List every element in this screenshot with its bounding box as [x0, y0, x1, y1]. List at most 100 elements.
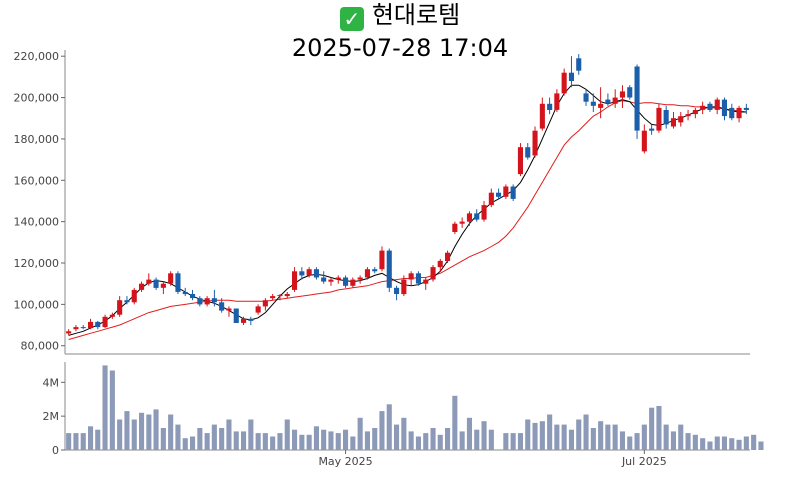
volume-bar	[95, 429, 101, 450]
volume-bar	[634, 433, 640, 450]
candle-body	[182, 292, 188, 295]
price-y-tick-label: 220,000	[14, 50, 60, 63]
candle-body	[335, 277, 341, 280]
candle-body	[510, 186, 516, 199]
volume-bar	[401, 417, 407, 450]
volume-bar	[306, 434, 312, 450]
volume-bar	[182, 438, 188, 450]
candle-body	[547, 103, 553, 110]
candle-body	[394, 287, 400, 294]
volume-bar	[721, 436, 727, 450]
candle-body	[488, 192, 494, 206]
volume-y-tick-label: 2M	[43, 410, 60, 423]
volume-bar	[80, 433, 86, 450]
candle-body	[386, 250, 392, 288]
volume-bar	[197, 428, 203, 450]
candle-body	[649, 128, 655, 131]
volume-bar	[714, 436, 720, 450]
volume-bar	[146, 414, 152, 450]
volume-bar	[751, 434, 757, 450]
candle-body	[692, 110, 698, 115]
volume-bar	[576, 419, 582, 450]
candle-body	[627, 87, 633, 98]
volume-bar	[743, 436, 749, 450]
candle-body	[139, 283, 145, 290]
candle-body	[736, 107, 742, 119]
candle-body	[590, 101, 596, 106]
volume-bar	[692, 434, 698, 450]
candle-body	[350, 279, 356, 286]
candle-body	[707, 103, 713, 110]
candle-body	[160, 283, 166, 288]
volume-bar	[503, 433, 509, 450]
candle-body	[496, 192, 502, 197]
ma-short-line	[68, 84, 747, 336]
candle-body	[306, 269, 312, 276]
candle-body	[66, 331, 72, 334]
volume-bar	[517, 433, 523, 450]
volume-bar	[262, 433, 268, 450]
volume-bar	[73, 433, 79, 450]
volume-bar	[707, 441, 713, 450]
volume-bar	[445, 428, 451, 450]
volume-bar	[364, 431, 370, 450]
candle-body	[423, 279, 429, 284]
candle-body	[729, 107, 735, 119]
candle-body	[277, 295, 283, 297]
volume-bar	[117, 419, 123, 450]
volume-bar	[248, 419, 254, 450]
volume-bar	[284, 419, 290, 450]
volume-bar	[758, 441, 764, 450]
candle-body	[88, 321, 94, 329]
volume-bar	[532, 422, 538, 450]
volume-bar	[102, 365, 108, 450]
candle-body	[204, 298, 210, 305]
candle-body	[583, 93, 589, 102]
candle-body	[219, 302, 225, 311]
candle-body	[459, 221, 465, 224]
volume-bar	[204, 433, 210, 450]
volume-bar	[539, 421, 545, 450]
volume-bar	[379, 411, 385, 450]
candle-body	[102, 316, 108, 328]
volume-bar	[328, 431, 334, 450]
chart-title: ✓ 현대로템	[0, 0, 800, 31]
candle-body	[525, 147, 531, 158]
candle-body	[517, 147, 523, 175]
volume-bar	[627, 436, 633, 450]
candle-body	[554, 93, 560, 110]
volume-bar	[88, 426, 94, 450]
x-tick-label: Jul 2025	[621, 455, 667, 468]
volume-bar	[685, 433, 691, 450]
candle-body	[197, 298, 203, 305]
candle-body	[73, 327, 79, 330]
candle-body	[372, 269, 378, 272]
volume-bar	[481, 421, 487, 450]
candle-body	[437, 260, 443, 268]
volume-bar	[583, 414, 589, 450]
candle-body	[714, 99, 720, 110]
candle-body	[117, 300, 123, 315]
candle-body	[605, 99, 611, 104]
candle-body	[452, 223, 458, 232]
volume-bar	[131, 419, 137, 450]
candle-body	[445, 252, 451, 261]
check-mark-icon: ✓	[339, 7, 364, 31]
candle-body	[313, 269, 319, 278]
candle-body	[241, 318, 247, 323]
price-y-tick-label: 140,000	[14, 216, 60, 229]
candle-body	[641, 130, 647, 152]
volume-bar	[139, 412, 145, 450]
candle-body	[408, 273, 414, 280]
candle-body	[663, 110, 669, 125]
candle-body	[153, 279, 159, 288]
candle-body	[328, 279, 334, 282]
candle-body	[539, 103, 545, 129]
volume-bar	[430, 428, 436, 450]
candle-body	[568, 72, 574, 81]
candle-body	[146, 279, 152, 284]
candle-body	[678, 116, 684, 123]
candle-body	[634, 66, 640, 131]
candle-body	[270, 296, 276, 299]
volume-bar	[568, 429, 574, 450]
